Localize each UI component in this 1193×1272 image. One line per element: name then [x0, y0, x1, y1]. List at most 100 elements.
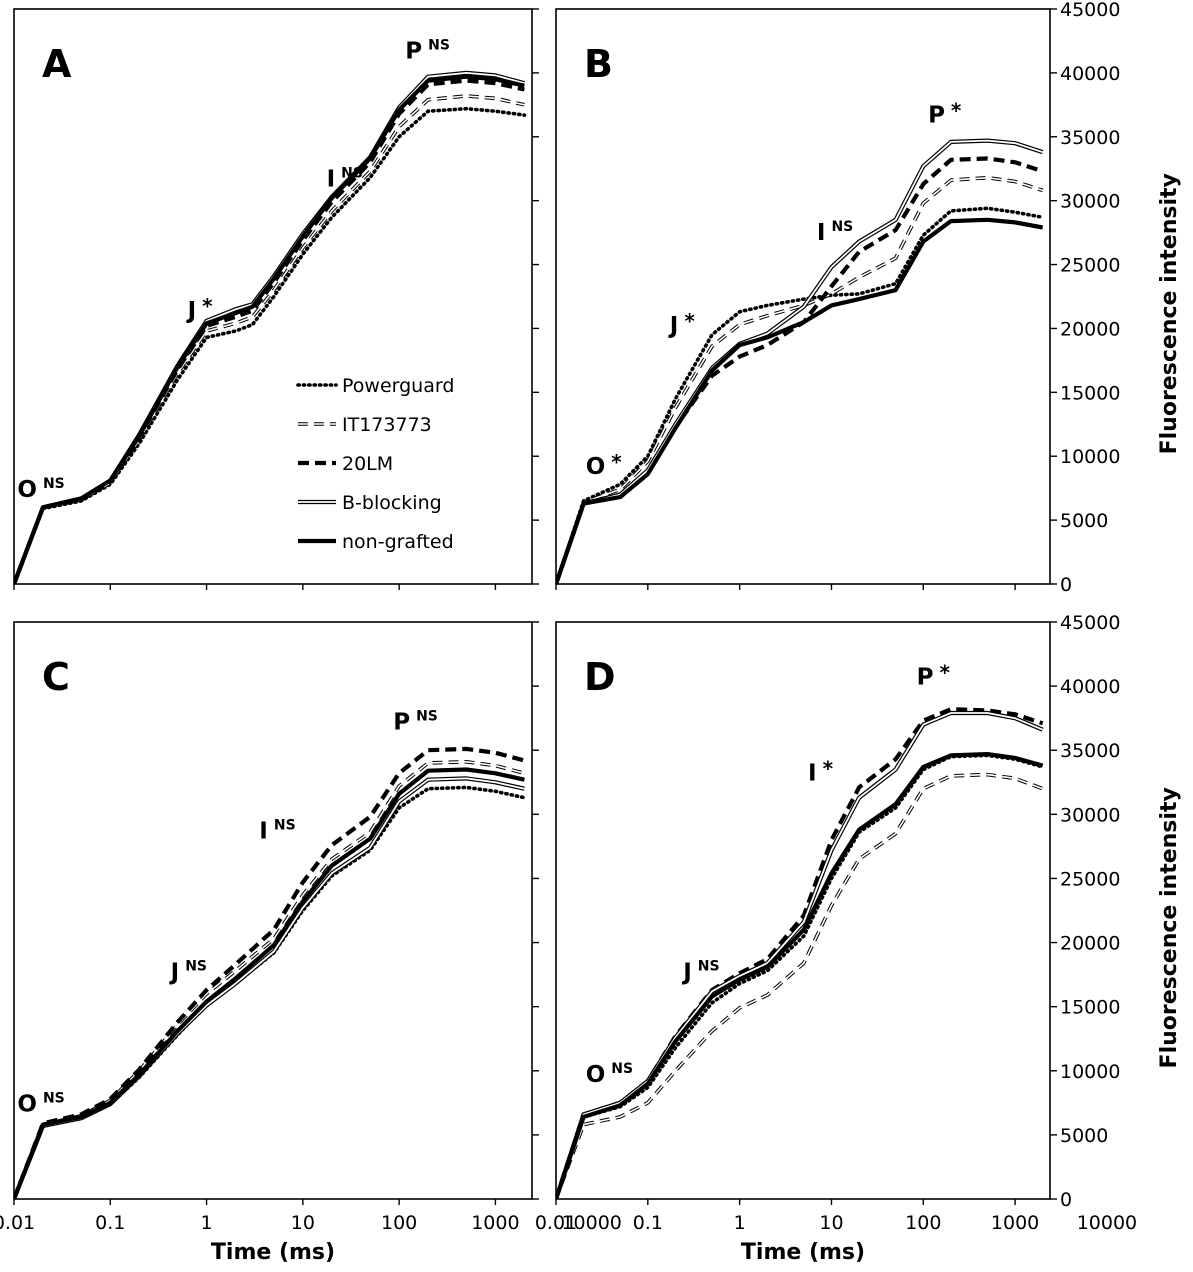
x-tick-label: 0.01 [535, 1212, 577, 1234]
phase-annotation-p: P NS [393, 708, 438, 735]
x-tick-label: 0.01 [0, 1212, 35, 1234]
phase-label: P [928, 102, 945, 128]
x-axis-title: Time (ms) [741, 1240, 865, 1265]
phase-label: I [808, 761, 817, 787]
phase-significance: * [611, 450, 622, 474]
x-tick-label: 0.1 [95, 1212, 125, 1234]
legend-entry: 20LM [298, 453, 393, 475]
phase-significance: NS [274, 817, 296, 833]
phase-label: P [405, 39, 422, 65]
x-tick-label: 1000 [991, 1212, 1039, 1234]
phase-annotation-j: J NS [681, 958, 719, 985]
series-line-20lm [556, 707, 1044, 1199]
y-tick-label: 40000 [1060, 676, 1120, 698]
y-tick-label: 45000 [1060, 612, 1120, 634]
series-line-powerguard [14, 106, 527, 584]
phase-annotation-o: O NS [586, 1061, 633, 1088]
x-tick-label: 10 [819, 1212, 843, 1234]
legend-label: IT173773 [342, 414, 432, 436]
x-tick-label: 0.1 [633, 1212, 663, 1234]
series-group [14, 70, 527, 584]
phase-annotation-o: O NS [17, 476, 64, 503]
phase-annotation-o: O * [586, 450, 623, 480]
y-tick-label: 35000 [1060, 127, 1120, 149]
y-tick-label: 15000 [1060, 997, 1120, 1019]
plot-frame [555, 621, 1051, 1200]
phase-annotation-p: P * [928, 98, 962, 128]
series-group [556, 707, 1045, 1199]
legend-label: B-blocking [342, 492, 442, 514]
phase-significance: NS [698, 958, 720, 974]
x-tick-label: 100 [905, 1212, 941, 1234]
legend-label: non-grafted [342, 531, 454, 553]
phase-annotation-j: J * [668, 309, 696, 339]
phase-significance: NS [43, 476, 65, 492]
y-tick-label: 45000 [1060, 0, 1120, 21]
x-tick-label: 100 [381, 1212, 417, 1234]
legend-label: Powerguard [342, 375, 454, 397]
phase-significance: NS [185, 958, 207, 974]
phase-significance: NS [416, 708, 438, 724]
series-line-20lm [14, 746, 525, 1199]
phase-annotation-i: I NS [259, 817, 295, 844]
phase-label: J [668, 313, 679, 339]
phase-label: J [169, 959, 180, 985]
series-line-powerguard [556, 753, 1045, 1199]
phase-annotation-i: I NS [817, 219, 853, 246]
y-tick-label: 25000 [1060, 255, 1120, 277]
series-line-non-grafted [556, 752, 1044, 1199]
phase-significance: * [823, 757, 834, 781]
phase-significance: * [951, 98, 962, 122]
x-tick-label: 10 [291, 1212, 315, 1234]
y-tick-label: 5000 [1060, 510, 1108, 532]
phase-annotation-o: O NS [17, 1091, 64, 1118]
series-line-b-blocking [556, 710, 1044, 1199]
series-line-b-blocking [14, 70, 525, 584]
legend-entry: B-blocking [298, 492, 442, 514]
x-tick-label: 1 [201, 1212, 213, 1234]
phase-label: O [17, 477, 37, 503]
panel-b: B 0 5000 10000 15000 20000 25000 30000 35000 4000… [555, 0, 1182, 596]
phase-significance: NS [831, 219, 853, 235]
y-tick-label: 10000 [1060, 1061, 1120, 1083]
phase-annotation-i: I NS [327, 165, 363, 192]
y-tick-label: 20000 [1060, 933, 1120, 955]
phase-annotation-j: J NS [169, 958, 207, 985]
phase-annotation-p: P * [917, 661, 951, 691]
series-line-non-grafted [14, 767, 525, 1199]
y-tick-label: 25000 [1060, 868, 1120, 890]
y-tick-label: 30000 [1060, 191, 1120, 213]
y-tick-label: 0 [1060, 574, 1072, 596]
x-tick-label: 1000 [471, 1212, 519, 1234]
panel-a: A O NS J * I NS P NS Powerguard IT173773 20LM B-bloc… [13, 8, 539, 590]
phase-label: I [817, 220, 826, 246]
series-line-it173773 [556, 772, 1044, 1199]
phase-significance: NS [611, 1061, 633, 1077]
phase-significance: NS [43, 1091, 65, 1107]
series-line-powerguard [556, 206, 1045, 584]
legend-entry: IT173773 [298, 414, 432, 436]
series-line-powerguard [14, 785, 527, 1199]
y-tick-label: 15000 [1060, 382, 1120, 404]
phase-label: J [186, 298, 197, 324]
plot-frame [13, 8, 533, 585]
legend-entry: Powerguard [296, 375, 454, 397]
series-line-20lm [14, 78, 525, 584]
x-tick-label: 1 [734, 1212, 746, 1234]
series-group [556, 138, 1045, 584]
y-axis-title: Fluorescence intensity [1157, 787, 1182, 1068]
y-tick-label: 0 [1060, 1189, 1072, 1211]
y-tick-label: 35000 [1060, 740, 1120, 762]
series-line-non-grafted [556, 217, 1044, 584]
phase-label: P [917, 665, 934, 691]
y-tick-label: 10000 [1060, 446, 1120, 468]
series-line-it173773 [14, 94, 525, 584]
phase-annotation-j: J * [186, 294, 214, 324]
panel-d: D 0 5000 10000 15000 20000 25000 30000 35000 4000… [535, 612, 1182, 1265]
series-group [14, 746, 527, 1199]
y-axis-title: Fluorescence intensity [1157, 173, 1182, 454]
legend-entry: non-grafted [298, 531, 454, 553]
phase-significance: * [939, 661, 950, 685]
series-line-it173773 [556, 175, 1044, 584]
